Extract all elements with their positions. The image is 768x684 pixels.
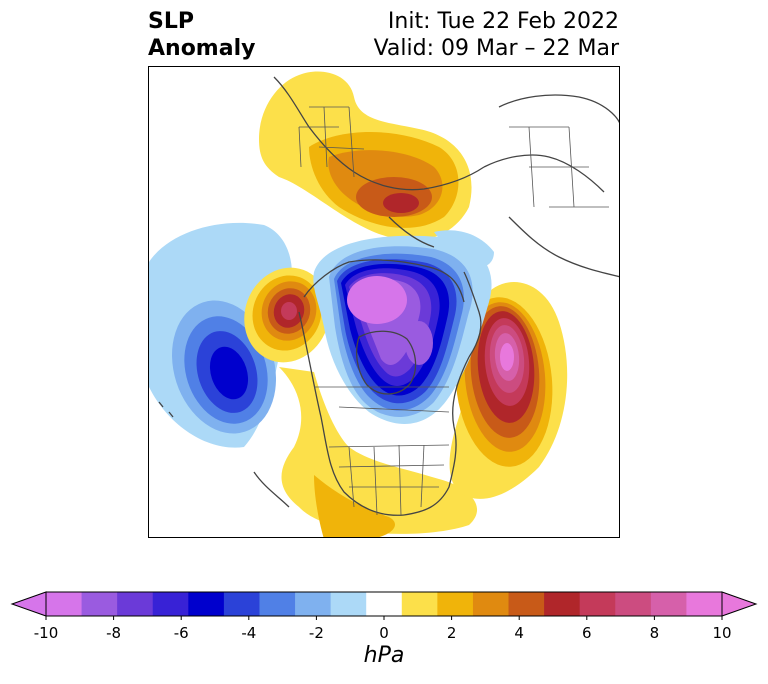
colorbar-cell: [615, 592, 652, 616]
colorbar-cell: [46, 592, 83, 616]
map-canvas: [149, 71, 619, 537]
colorbar-cell: [579, 592, 616, 616]
forecast-dates: Init: Tue 22 Feb 2022 Valid: 09 Mar – 22…: [374, 8, 619, 62]
colorbar-cell: [472, 592, 510, 616]
colorbar-over-extension: [721, 591, 758, 617]
init-date: Init: Tue 22 Feb 2022: [387, 9, 619, 34]
colorbar-tick-label: 2: [446, 624, 457, 642]
colorbar-cell: [117, 592, 154, 616]
arctic-positive-anomaly: [259, 71, 472, 241]
colorbar-cells: [10, 591, 758, 617]
colorbar: [10, 591, 758, 620]
colorbar-tick-label: 0: [379, 624, 389, 642]
coastlines: [158, 76, 619, 516]
anomaly-map: [148, 66, 620, 538]
colorbar-cell: [650, 592, 687, 616]
colorbar-tick-label: -6: [173, 624, 189, 642]
colorbar-cell: [401, 592, 438, 616]
title-line-2: Anomaly: [148, 36, 256, 61]
colorbar-cell: [295, 592, 332, 616]
colorbar-cell: [223, 592, 260, 616]
colorbar-tick-label: -10: [33, 624, 59, 642]
colorbar-cell: [508, 592, 545, 616]
colorbar-cell: [437, 592, 474, 616]
colorbar-cell: [152, 592, 189, 616]
colorbar-tick-label: 8: [649, 624, 660, 642]
colorbar-ticks: [45, 616, 723, 620]
colorbar-tick-label: 6: [582, 624, 592, 642]
colorbar-cell: [188, 592, 225, 616]
colorbar-cell: [259, 592, 296, 616]
colorbar-cell: [686, 592, 723, 616]
colorbar-tick-label: -4: [241, 624, 257, 642]
colorbar-tick-label: 4: [514, 624, 524, 642]
colorbar-cell: [81, 592, 118, 616]
colorbar-cell: [330, 592, 367, 616]
state-borders: [298, 106, 609, 516]
canada-negative-anomaly: [313, 230, 494, 424]
colorbar-tick-labels: -10 -8 -6 -4 -2 0 2 4 6 8 10: [0, 624, 768, 644]
valid-range: Valid: 09 Mar – 22 Mar: [373, 36, 619, 61]
colorbar-tick-label: -2: [308, 624, 324, 642]
colorbar-under-extension: [10, 591, 47, 617]
colorbar-tick-label: -8: [106, 624, 122, 642]
colorbar-cell: [366, 592, 403, 616]
colorbar-tick-label: 10: [712, 624, 732, 642]
map-title: SLP Anomaly: [148, 8, 255, 62]
colorbar-cell: [544, 592, 581, 616]
colorbar-unit-label: hPa: [363, 643, 405, 668]
title-line-1: SLP: [148, 9, 194, 34]
